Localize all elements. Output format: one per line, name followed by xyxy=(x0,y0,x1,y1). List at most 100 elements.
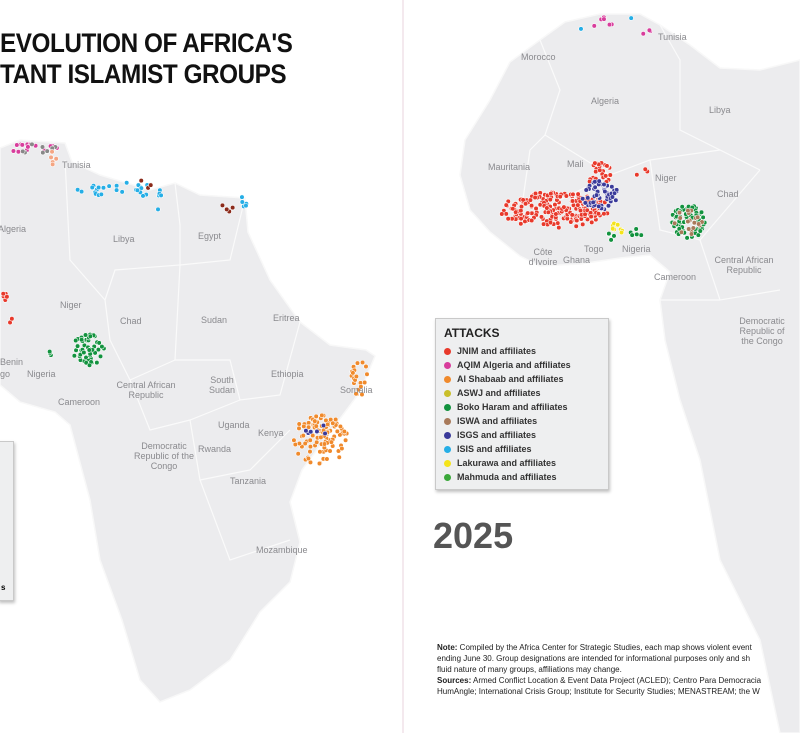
attack-dot xyxy=(49,149,55,155)
attack-dot xyxy=(48,154,54,160)
attack-dot xyxy=(95,347,101,353)
title-line-2: TANT ISLAMIST GROUPS xyxy=(0,59,287,89)
attack-dot xyxy=(302,440,308,447)
country-label: Benin xyxy=(0,357,24,367)
attack-dot xyxy=(628,15,634,21)
attack-dot xyxy=(575,202,581,208)
country-label: Mauritania xyxy=(488,162,531,172)
attack-dot xyxy=(83,360,89,366)
legend-item: Mahmuda and affiliates xyxy=(444,470,608,484)
attack-dot xyxy=(588,213,594,220)
attack-dot xyxy=(15,149,21,155)
attack-dot xyxy=(99,344,105,350)
attack-dot xyxy=(629,232,635,238)
legend-dot-icon xyxy=(444,417,451,425)
legend-dot-icon xyxy=(444,403,451,411)
attack-dot xyxy=(589,219,595,225)
page-title: EVOLUTION OF AFRICA'S TANT ISLAMIST GROU… xyxy=(0,28,293,90)
attack-dot xyxy=(575,191,581,197)
legend-dot-icon xyxy=(444,361,451,369)
attack-dot xyxy=(505,216,511,222)
legend-label: Lakurawa and affiliates xyxy=(457,458,557,468)
attack-dot xyxy=(582,211,588,218)
country-label: Central African Republic xyxy=(116,380,176,400)
attack-dot xyxy=(684,235,690,241)
attack-dot xyxy=(10,148,17,154)
legend-item: Lakurawa and affiliates xyxy=(444,456,608,470)
legend-item: ASWJ and affiliates xyxy=(444,386,608,400)
attack-dot xyxy=(695,214,701,220)
attack-dot xyxy=(605,203,612,209)
country-label: Mozambique xyxy=(256,545,308,555)
attack-dot xyxy=(597,167,603,173)
attack-dot xyxy=(618,229,625,236)
attack-dot xyxy=(335,448,342,454)
legend-label: JNIM and affiliates xyxy=(457,346,537,356)
attack-dot xyxy=(601,211,607,217)
legend-dot-icon xyxy=(444,431,451,439)
legend-dot-icon xyxy=(444,459,451,467)
country-label: South Sudan xyxy=(208,375,236,395)
attack-dot xyxy=(79,337,85,343)
legend-label: Al Shabaab and affiliates xyxy=(457,374,564,384)
attack-dot xyxy=(563,193,569,199)
attack-dot xyxy=(318,434,324,441)
attack-dot xyxy=(638,232,644,238)
attack-dot xyxy=(569,212,575,218)
sources-text: Armed Conflict Location & Event Data Pro… xyxy=(471,676,762,685)
attack-dot xyxy=(696,221,702,227)
attack-dot xyxy=(239,194,245,200)
legend-label: Mahmuda and affiliates xyxy=(457,472,557,482)
attack-dot xyxy=(19,142,25,148)
attack-dot xyxy=(96,184,102,191)
left-map xyxy=(0,139,376,703)
attack-dot xyxy=(307,444,314,450)
attack-dot xyxy=(634,172,640,178)
attack-dot xyxy=(320,422,327,429)
attack-dot xyxy=(557,194,563,200)
country-label: Democratic Republic of the Congo xyxy=(133,441,195,471)
attack-dot xyxy=(583,187,589,193)
attack-dot xyxy=(359,359,366,366)
country-label: Uganda xyxy=(218,420,250,430)
attack-dot xyxy=(86,362,93,368)
attack-dot xyxy=(14,142,20,148)
attack-dot xyxy=(353,391,359,397)
attack-dot xyxy=(520,197,526,203)
attack-dot xyxy=(94,359,100,366)
attack-dot xyxy=(81,349,87,356)
attack-dot xyxy=(570,191,576,198)
attack-dot xyxy=(532,194,538,201)
legend-item: Boko Haram and affiliates xyxy=(444,400,608,414)
attack-dot xyxy=(98,191,104,197)
note-label: Note: xyxy=(437,643,458,652)
attack-dot xyxy=(548,191,554,197)
attack-dot xyxy=(308,429,314,435)
attack-dot xyxy=(25,144,31,150)
legend-dot-icon xyxy=(444,445,451,453)
attack-dot xyxy=(582,200,588,206)
attack-dot xyxy=(700,214,706,221)
attack-dot xyxy=(585,195,591,201)
country-label: Ethiopia xyxy=(271,369,304,379)
country-label: go xyxy=(0,369,11,379)
attack-dot xyxy=(364,371,370,377)
country-label: Central African Republic xyxy=(714,255,774,275)
attack-dot xyxy=(158,192,164,199)
attack-dot xyxy=(330,420,336,426)
attack-dot xyxy=(113,187,120,193)
attack-dot xyxy=(677,215,683,221)
attack-dot xyxy=(82,332,89,338)
attack-dot xyxy=(359,391,365,398)
country-label: Libya xyxy=(709,105,731,115)
attack-dot xyxy=(295,451,301,457)
attack-dot xyxy=(676,209,683,216)
right-map xyxy=(459,13,800,733)
note-line-2: ending June 30. Group designations are i… xyxy=(437,654,751,663)
country-label: Kenya xyxy=(258,428,284,438)
country-label: Côte d'Ivoire xyxy=(528,247,558,267)
attack-dot xyxy=(219,202,226,208)
legend-item: JNIM and affiliates xyxy=(444,344,608,358)
legend-item: AQIM Algeria and affiliates xyxy=(444,358,608,372)
attack-dot xyxy=(301,423,307,430)
